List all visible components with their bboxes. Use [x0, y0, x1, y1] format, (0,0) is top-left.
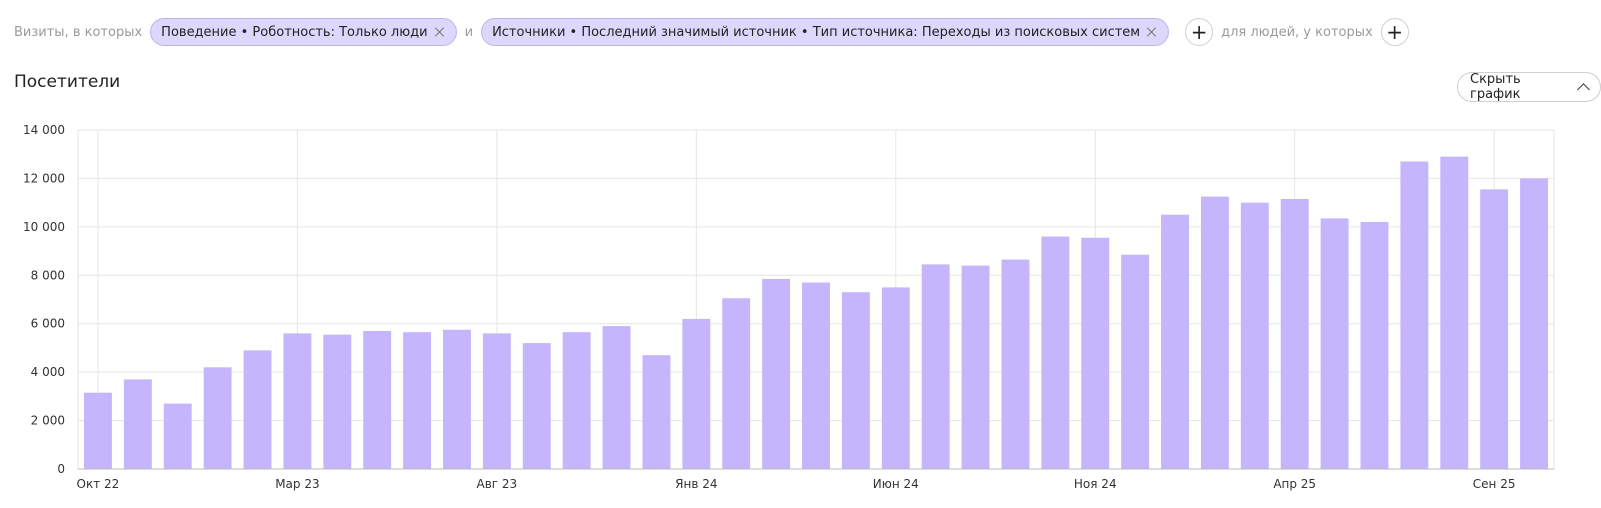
bar: [123, 379, 152, 469]
x-tick-label: Окт 22: [77, 477, 120, 491]
bar: [722, 298, 751, 469]
bar: [323, 334, 352, 469]
bar: [443, 329, 471, 469]
filter-chip-robotness-label: Поведение • Роботность: Только люди: [161, 24, 428, 40]
bar: [1440, 156, 1469, 469]
bar: [642, 355, 671, 469]
plus-icon: +: [1190, 20, 1208, 44]
bar: [1520, 178, 1549, 469]
bar: [482, 333, 511, 469]
bar: [203, 367, 232, 469]
bar: [1001, 259, 1030, 469]
bar: [522, 343, 551, 469]
add-people-filter-button[interactable]: +: [1380, 18, 1409, 46]
x-tick-label: Авг 23: [477, 477, 518, 491]
x-tick-label: Янв 24: [675, 477, 717, 491]
x-tick-label: Ноя 24: [1074, 477, 1117, 491]
page-title: Посетители: [14, 72, 121, 92]
x-tick-label: Мар 23: [275, 477, 319, 491]
bar: [562, 332, 591, 469]
bar: [1081, 237, 1110, 469]
bar: [921, 264, 950, 469]
bar: [363, 330, 392, 469]
bar: [841, 292, 870, 469]
bar: [961, 265, 990, 469]
y-tick-label: 2 000: [31, 414, 65, 428]
bar: [243, 350, 272, 469]
y-tick-label: 12 000: [23, 171, 65, 185]
filter-chip-source-label: Источники • Последний значимый источник …: [492, 24, 1141, 40]
x-tick-label: Сен 25: [1473, 477, 1516, 491]
bar: [1200, 196, 1229, 469]
hide-chart-button[interactable]: Скрыть график: [1457, 72, 1601, 102]
y-tick-label: 8 000: [31, 268, 65, 282]
bar: [1480, 189, 1509, 469]
visits-label: Визиты, в которых: [14, 24, 143, 40]
bar: [881, 287, 910, 469]
y-tick-label: 4 000: [31, 365, 65, 379]
and-label: и: [464, 24, 474, 40]
filter-chip-source[interactable]: Источники • Последний значимый источник …: [481, 18, 1170, 46]
bar: [1400, 161, 1429, 469]
bar: [1280, 199, 1309, 469]
add-visit-filter-button[interactable]: +: [1185, 18, 1214, 46]
bar: [83, 392, 112, 469]
x-tick-label: Апр 25: [1273, 477, 1316, 491]
bar: [762, 278, 791, 469]
bar: [1121, 254, 1150, 469]
y-tick-label: 10 000: [23, 220, 65, 234]
hide-chart-label: Скрыть график: [1470, 72, 1521, 102]
x-tick-label: Июн 24: [873, 477, 919, 491]
filter-bar: Визиты, в которых Поведение • Роботность…: [14, 18, 1417, 46]
y-tick-label: 14 000: [23, 123, 65, 137]
filter-chip-robotness[interactable]: Поведение • Роботность: Только люди: [150, 18, 457, 46]
bar: [1041, 236, 1070, 469]
bar: [682, 318, 711, 469]
bar: [1240, 202, 1269, 469]
y-tick-label: 6 000: [31, 317, 65, 331]
plus-icon: +: [1386, 20, 1404, 44]
bar: [802, 282, 830, 469]
y-tick-label: 0: [57, 462, 65, 476]
bar: [163, 403, 192, 469]
bar: [1161, 214, 1189, 469]
bar: [403, 332, 432, 469]
bar: [283, 333, 312, 469]
bar: [602, 326, 631, 469]
bar: [1320, 218, 1349, 469]
people-label: для людей, у которых: [1221, 24, 1373, 40]
bar: [1360, 222, 1389, 469]
